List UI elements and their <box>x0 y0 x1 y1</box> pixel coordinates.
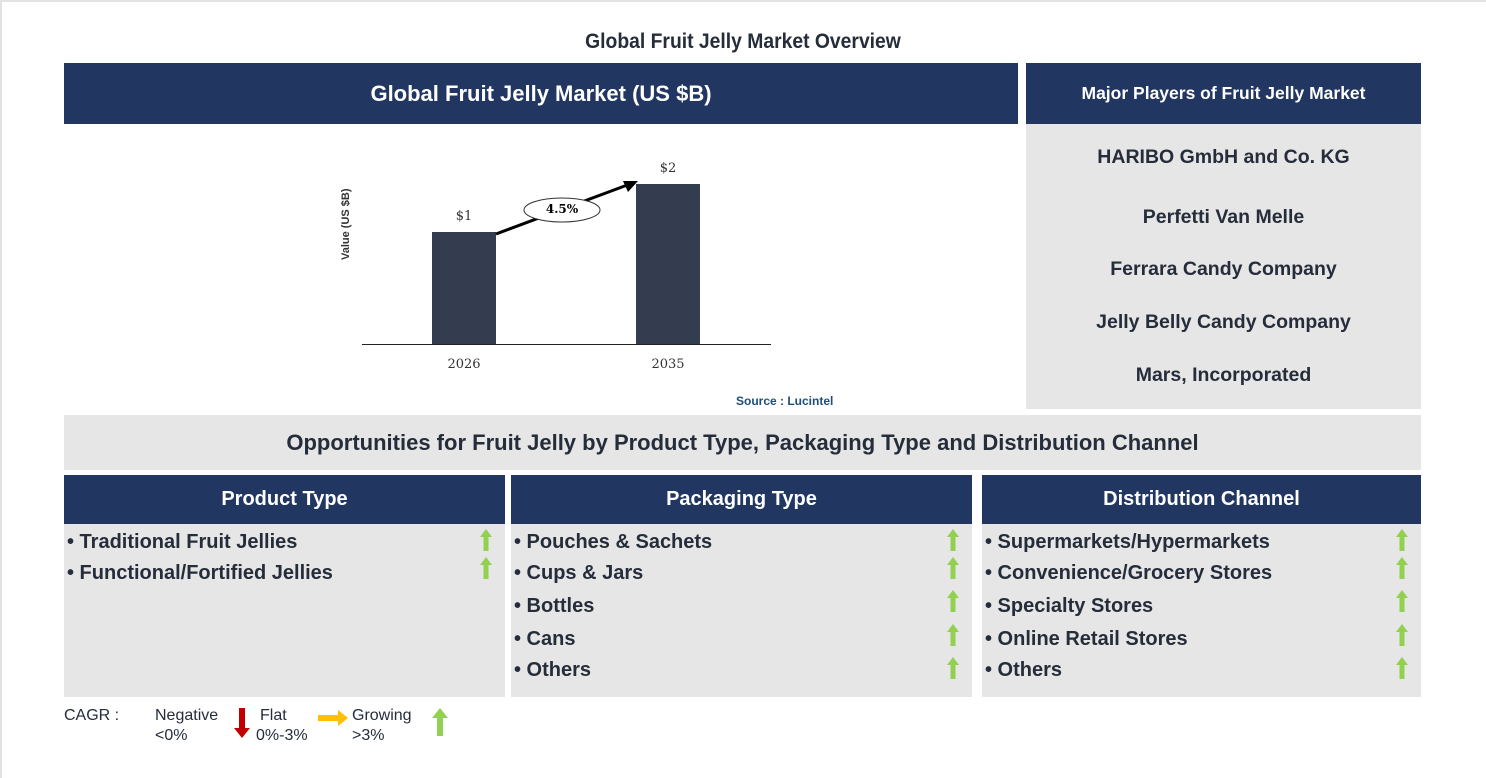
arrow-up-icon <box>947 624 959 646</box>
opportunities-banner: Opportunities for Fruit Jelly by Product… <box>64 415 1421 470</box>
legend-title: CAGR : <box>64 707 120 724</box>
arrow-up-icon <box>947 529 959 551</box>
bar-value-label-2035: $2 <box>659 161 677 176</box>
arrow-up-icon <box>1396 657 1408 679</box>
arrow-up-icon <box>947 590 959 612</box>
market-bar-chart: Value (US $B) $1 $2 4.5% 2026 2035 <box>330 150 790 410</box>
players-list: HARIBO GmbH and Co. KG Perfetti Van Mell… <box>1026 124 1421 409</box>
x-axis-line <box>362 344 771 345</box>
arrow-up-icon <box>1396 529 1408 551</box>
legend-growing-range: >3% <box>352 727 385 744</box>
arrow-up-icon <box>1396 590 1408 612</box>
bar-2035 <box>636 184 700 344</box>
arrow-up-icon <box>1396 624 1408 646</box>
segment-header-distribution-channel: Distribution Channel <box>982 475 1421 524</box>
segment-item: • Others <box>985 659 1063 681</box>
segment-item: • Supermarkets/Hypermarkets <box>985 531 1270 553</box>
bar-value-label-2026: $1 <box>455 209 473 224</box>
player-item: HARIBO GmbH and Co. KG <box>1097 146 1350 168</box>
legend-negative: Negative <0% <box>155 706 218 746</box>
arrow-up-icon <box>947 557 959 579</box>
segment-body-distribution-channel: • Supermarkets/Hypermarkets • Convenienc… <box>982 524 1421 697</box>
arrow-up-icon <box>480 557 492 579</box>
segment-header-product-type: Product Type <box>64 475 505 524</box>
bar-2026 <box>432 232 496 344</box>
segment-item: • Specialty Stores <box>985 595 1154 617</box>
arrow-up-icon <box>432 708 448 736</box>
segment-item: • Cans <box>514 628 576 650</box>
page-title: Global Fruit Jelly Market Overview <box>585 30 901 53</box>
player-item: Perfetti Van Melle <box>1142 206 1305 228</box>
segment-item: • Functional/Fortified Jellies <box>67 562 333 584</box>
segment-body-product-type: • Traditional Fruit Jellies • Functional… <box>64 524 505 697</box>
source-note: Source : Lucintel <box>736 394 834 408</box>
legend-growing-label: Growing <box>352 707 412 724</box>
segment-item: • Pouches & Sachets <box>514 531 713 553</box>
segment-item: • Traditional Fruit Jellies <box>67 531 298 553</box>
legend-flat: Flat 0%-3% <box>256 706 308 746</box>
x-tick-2035: 2035 <box>651 357 685 372</box>
player-item: Ferrara Candy Company <box>1110 258 1337 280</box>
cagr-label: 4.5% <box>545 202 579 216</box>
arrow-up-icon <box>947 657 959 679</box>
x-tick-2026: 2026 <box>447 357 481 372</box>
segment-item: • Others <box>514 659 592 681</box>
player-item: Jelly Belly Candy Company <box>1096 311 1351 333</box>
chart-panel-header: Global Fruit Jelly Market (US $B) <box>64 63 1018 124</box>
legend-growing: Growing >3% <box>352 706 412 746</box>
segment-item: • Online Retail Stores <box>985 628 1188 650</box>
arrow-down-icon <box>234 708 250 738</box>
legend-flat-range: 0%-3% <box>256 727 308 744</box>
arrow-up-icon <box>480 529 492 551</box>
arrow-right-icon <box>318 710 348 726</box>
legend-negative-label: Negative <box>155 707 219 724</box>
segment-item: • Bottles <box>514 595 595 617</box>
segment-item: • Convenience/Grocery Stores <box>985 562 1273 584</box>
legend-negative-range: <0% <box>155 727 188 744</box>
segment-item: • Cups & Jars <box>514 562 644 584</box>
player-item: Mars, Incorporated <box>1135 364 1312 386</box>
legend-flat-label: Flat <box>260 707 287 724</box>
segment-header-packaging-type: Packaging Type <box>511 475 972 524</box>
players-header: Major Players of Fruit Jelly Market <box>1026 63 1421 124</box>
segment-body-packaging-type: • Pouches & Sachets • Cups & Jars • Bott… <box>511 524 972 697</box>
cagr-arrow-icon <box>495 181 638 236</box>
arrow-up-icon <box>1396 557 1408 579</box>
